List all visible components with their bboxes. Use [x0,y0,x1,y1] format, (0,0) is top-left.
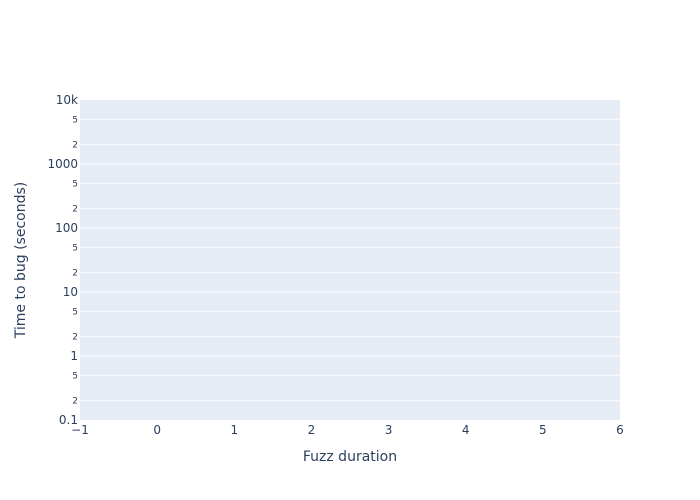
x-tick-label: 1 [230,423,238,437]
x-tick-label: −1 [71,423,89,437]
y-axis-title: Time to bug (seconds) [13,182,29,339]
x-tick-label: 2 [308,423,316,437]
y-minor-tick-label: 5 [72,307,78,317]
y-major-tick-label: 10k [56,93,78,107]
y-major-tick-label: 100 [55,221,78,235]
y-major-tick-label: 0.1 [59,413,78,427]
y-minor-tick-label: 2 [72,269,78,279]
y-minor-tick-label: 5 [72,179,78,189]
y-minor-tick-label: 5 [72,243,78,253]
x-axis-title: Fuzz duration [303,449,397,465]
y-tick-labels: 2 5 2 5 2 5 2 5 2 5 0.1 1 10 100 1000 10k [47,93,78,427]
x-tick-label: 0 [153,423,161,437]
x-tick-label: 4 [462,423,470,437]
y-major-tick-label: 1 [70,349,78,363]
x-tick-label: 5 [539,423,547,437]
plot-area [80,100,620,420]
x-tick-labels: −1 0 1 2 3 4 5 6 [71,423,624,437]
y-minor-tick-label: 2 [72,333,78,343]
x-tick-label: 6 [616,423,624,437]
y-minor-tick-label: 2 [72,141,78,151]
y-minor-tick-label: 2 [72,205,78,215]
y-minor-tick-label: 2 [72,397,78,407]
y-minor-tick-label: 5 [72,371,78,381]
y-major-tick-label: 10 [63,285,78,299]
x-tick-label: 3 [385,423,393,437]
y-major-tick-label: 1000 [47,157,78,171]
y-minor-tick-label: 5 [72,115,78,125]
grid-layer [80,118,620,402]
